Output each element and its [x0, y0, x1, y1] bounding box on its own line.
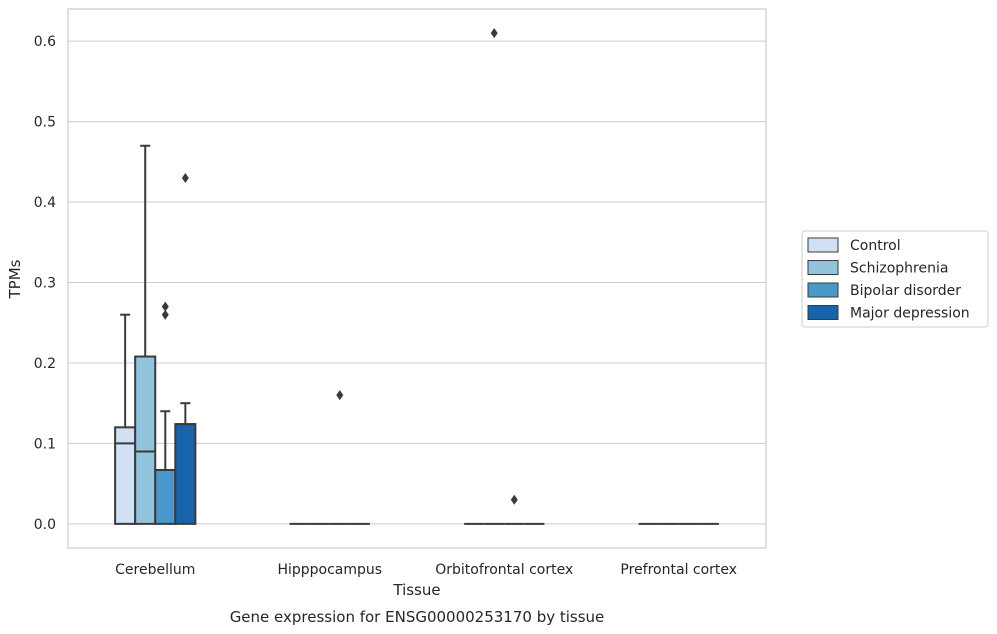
- box-iqr: [114, 426, 137, 525]
- box-bipolar-disorder: [154, 301, 177, 525]
- y-axis-label: TPMs: [6, 259, 24, 299]
- plot-frame: [67, 8, 767, 549]
- legend-swatch: [807, 282, 839, 298]
- box-control: [114, 313, 137, 525]
- y-tick-label: 0.5: [34, 115, 56, 131]
- x-tick-label: Prefrontal cortex: [620, 562, 737, 578]
- x-tick-label: Orbitofrontal cortex: [435, 562, 573, 578]
- box-bipolar-disorder: [329, 390, 350, 525]
- y-tick-label: 0.1: [34, 436, 56, 452]
- box-schizophrenia: [484, 28, 505, 525]
- box-iqr: [134, 355, 157, 525]
- y-tick-label: 0.3: [34, 276, 56, 292]
- legend-label: Major depression: [850, 306, 970, 322]
- box-iqr: [154, 468, 177, 525]
- y-tick-label: 0.4: [34, 195, 56, 211]
- legend: Control Schizophrenia Bipolar disorder Majo…: [801, 230, 989, 328]
- outlier-point: [510, 494, 518, 505]
- outlier-point: [490, 28, 498, 39]
- outlier-point: [161, 301, 169, 312]
- legend-swatch: [807, 305, 839, 320]
- x-tick-label: Cerebellum: [115, 562, 195, 578]
- y-tick-label: 0.2: [34, 356, 56, 372]
- legend-label: Schizophrenia: [850, 261, 948, 277]
- legend-label: Bipolar disorder: [850, 283, 961, 299]
- x-axis-label: Tissue: [392, 581, 440, 599]
- legend-swatch: [807, 237, 839, 253]
- box-bipolar-disorder: [504, 494, 525, 525]
- box-schizophrenia: [134, 144, 157, 525]
- y-tick-labels: 0.0 0.1 0.2 0.3 0.4 0.5 0.6: [34, 34, 56, 533]
- outlier-point: [181, 172, 189, 183]
- box-groups: [114, 28, 719, 525]
- y-tick-label: 0.6: [34, 34, 56, 50]
- x-tick-label: Hipppocampus: [277, 562, 382, 578]
- outlier-point: [161, 309, 169, 320]
- y-gridlines: [68, 40, 766, 525]
- box-iqr: [174, 423, 197, 525]
- outlier-point: [336, 390, 344, 401]
- y-tick-label: 0.0: [34, 517, 56, 533]
- legend-label: Control: [850, 238, 901, 254]
- box-major-depression: [174, 172, 197, 525]
- x-tick-labels: Cerebellum Hipppocampus Orbitofrontal cort…: [115, 562, 737, 578]
- legend-frame: [801, 230, 989, 328]
- legend-swatch: [807, 260, 839, 275]
- chart-caption: Gene expression for ENSG00000253170 by t…: [230, 608, 605, 626]
